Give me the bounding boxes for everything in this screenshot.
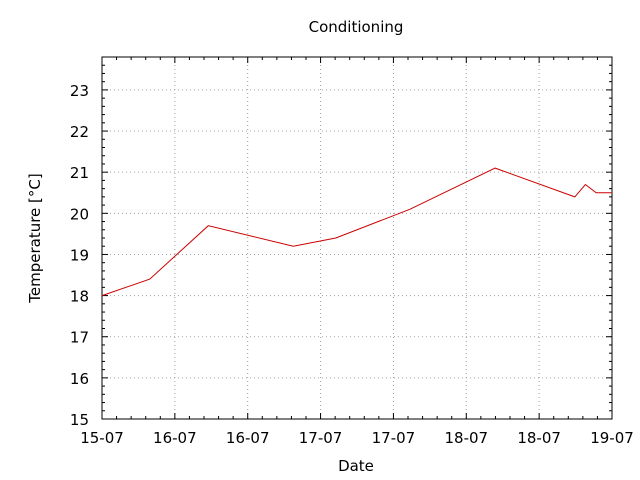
x-tick-label: 18-07 <box>517 429 561 447</box>
x-tick-label: 18-07 <box>444 429 488 447</box>
y-tick-label: 20 <box>70 205 89 223</box>
x-tick-label: 16-07 <box>153 429 197 447</box>
y-tick-label: 19 <box>70 246 89 264</box>
grid <box>102 57 612 419</box>
x-tick-label: 17-07 <box>372 429 416 447</box>
plot-area-frame <box>101 56 613 420</box>
temperature-series-line <box>101 167 612 297</box>
chart-title: Conditioning <box>309 18 404 36</box>
y-tick-label: 18 <box>70 288 89 306</box>
x-axis-label: Date <box>338 457 374 475</box>
x-tick-label: 15-07 <box>80 429 124 447</box>
y-tick-label: 16 <box>70 370 89 388</box>
y-tick-label: 22 <box>70 123 89 141</box>
x-tick-label: 17-07 <box>299 429 343 447</box>
y-tick-label: 15 <box>70 411 89 429</box>
y-tick-label: 23 <box>70 82 89 100</box>
y-tick-label: 21 <box>70 164 89 182</box>
x-tick-label: 16-07 <box>226 429 270 447</box>
y-axis-label: Temperature [°C] <box>26 173 44 303</box>
series-group <box>101 167 612 297</box>
axis-ticks: 15-07 16-07 16-07 17-07 17-07 18-07 18-07 19-07… <box>70 57 634 447</box>
y-tick-label: 17 <box>70 329 89 347</box>
x-tick-label: 19-07 <box>590 429 634 447</box>
